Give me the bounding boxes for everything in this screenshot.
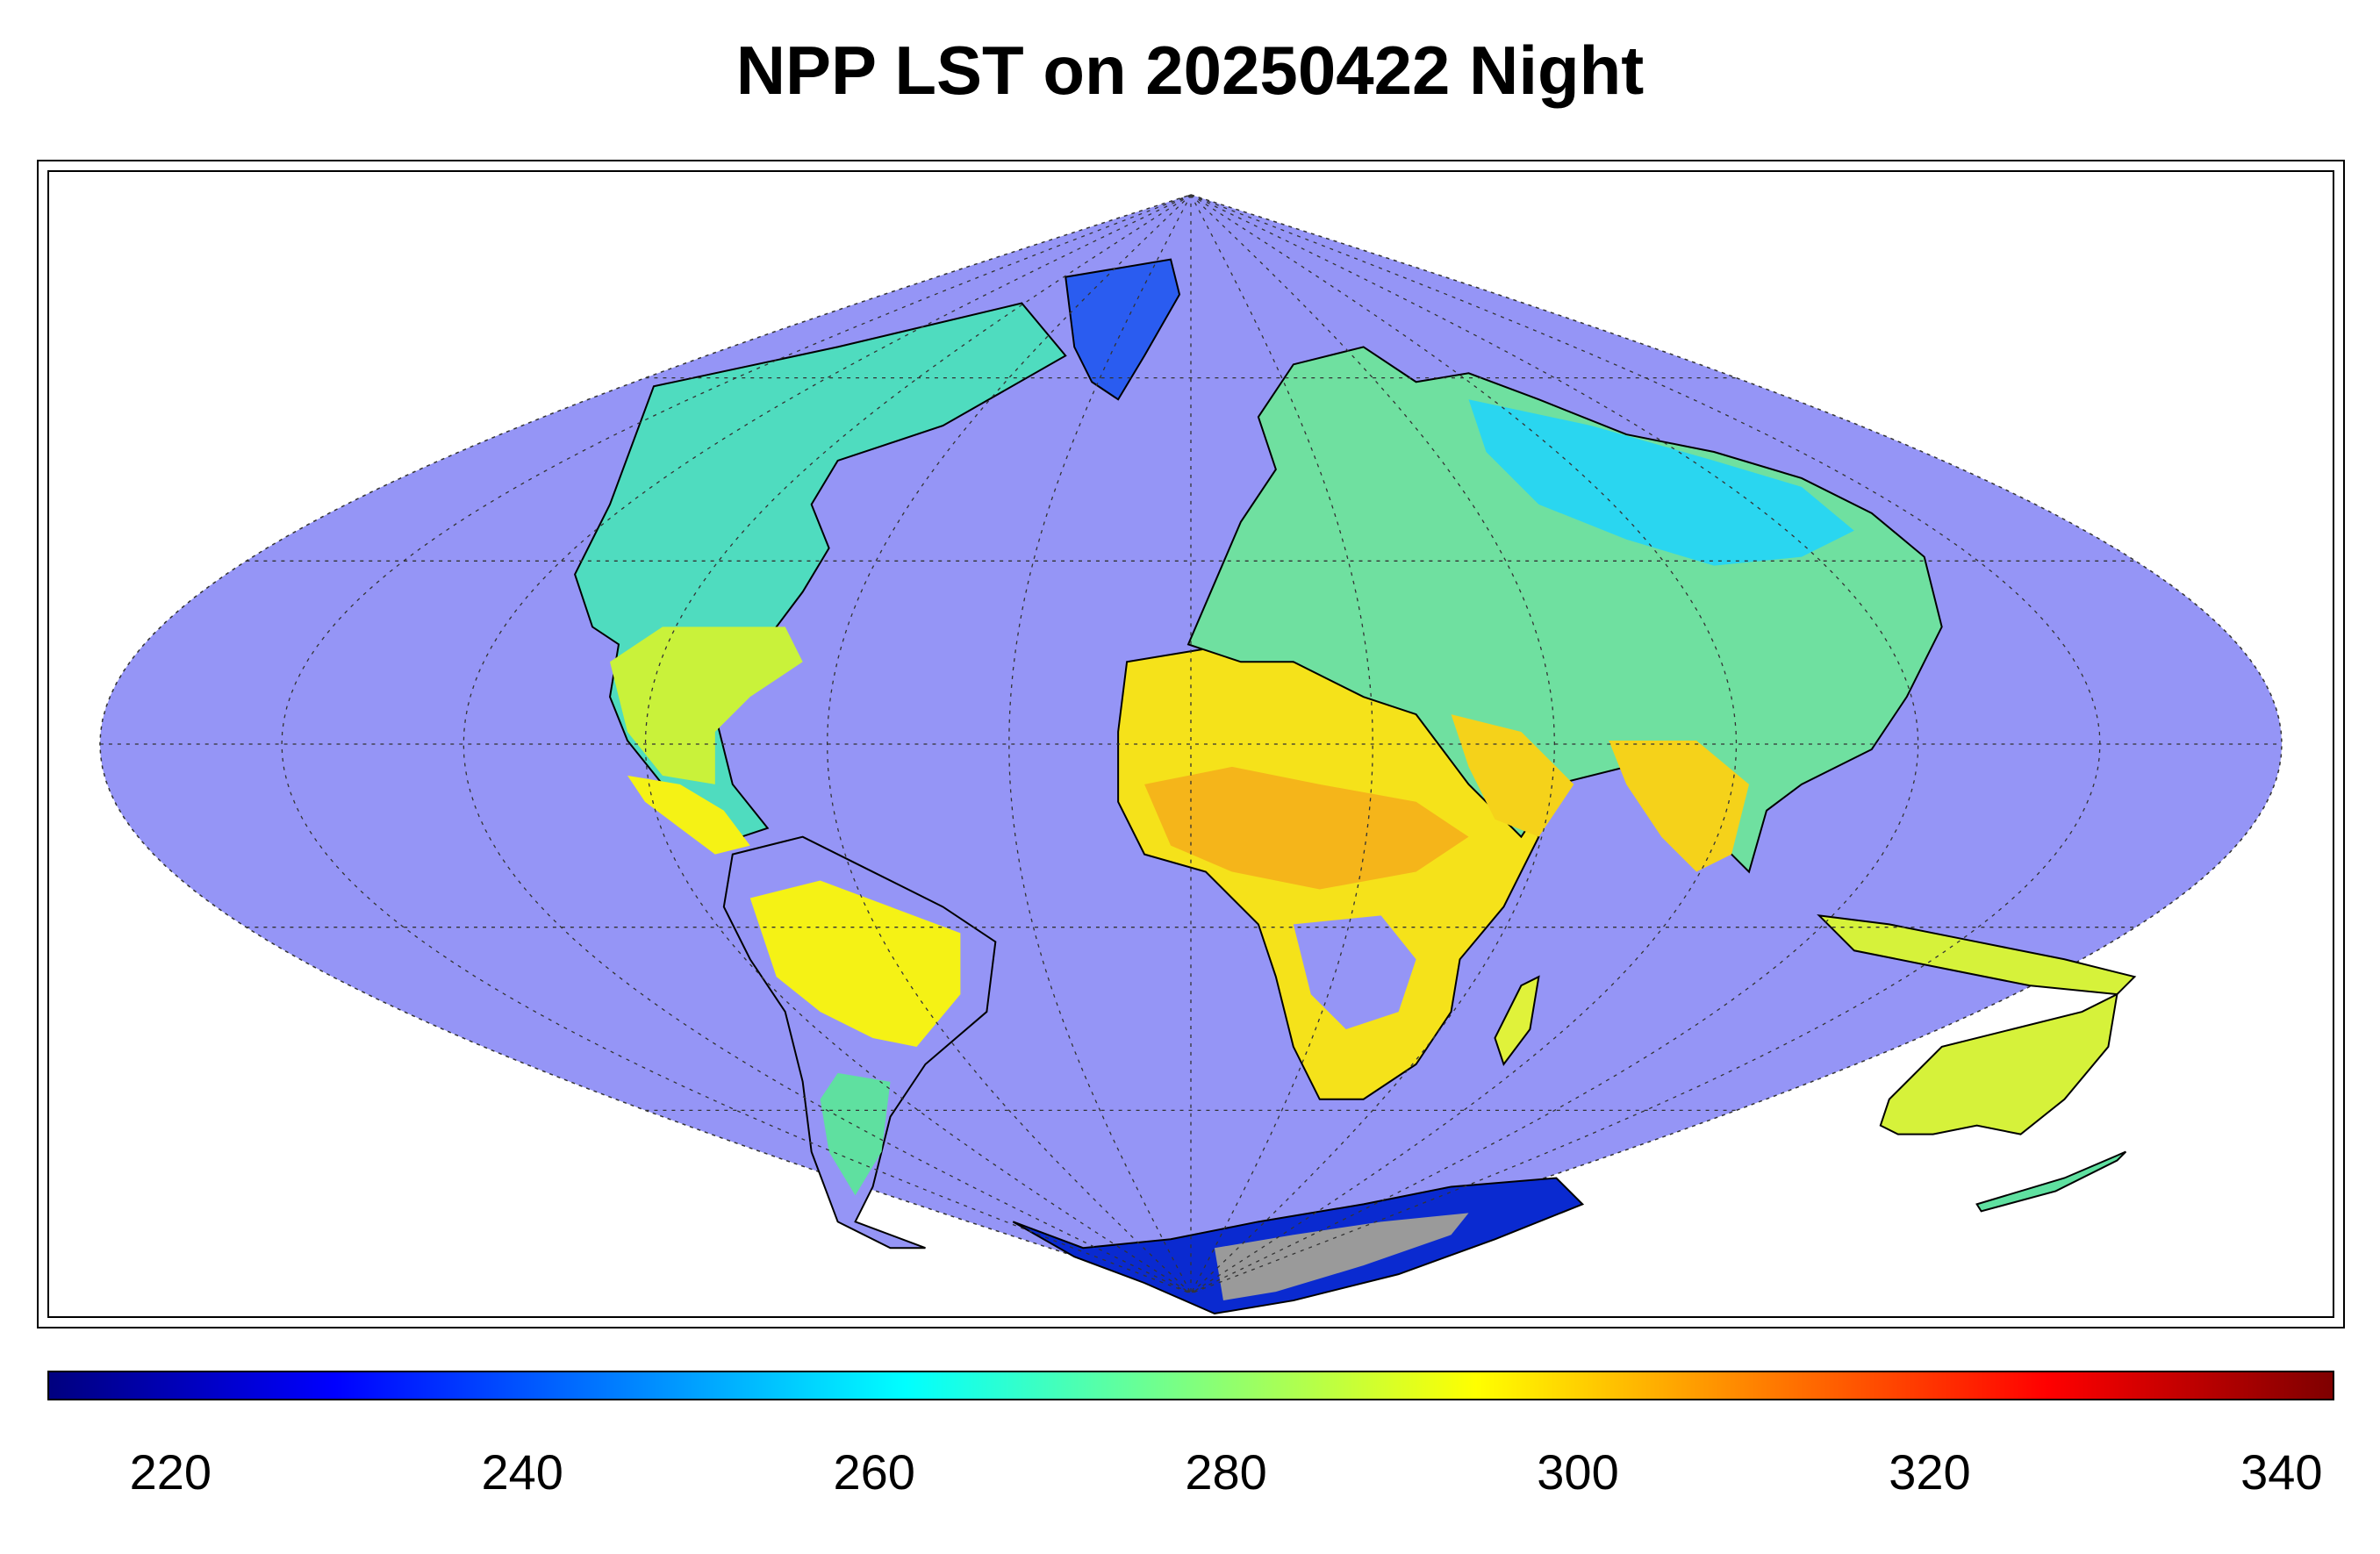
meridian-line	[462, 194, 1192, 1294]
colorbar-tick-label: 340	[2240, 1444, 2323, 1500]
land-layer	[574, 258, 2137, 1315]
mexico-warm	[627, 775, 750, 855]
meridian-line	[1190, 194, 1373, 1294]
patagonia-cool	[820, 1072, 891, 1196]
amazon-warm	[749, 880, 961, 1047]
usa-warm-band	[610, 627, 803, 784]
colorbar-tick-label: 280	[1185, 1444, 1267, 1500]
graticule	[99, 194, 2283, 1294]
siberia-cool	[1468, 399, 1854, 566]
colorbar	[47, 1371, 2334, 1400]
sahara-hot	[1144, 766, 1469, 890]
colorbar-tick-label: 220	[129, 1444, 212, 1500]
madagascar-land	[1494, 975, 1540, 1067]
colorbar-tick-label: 260	[833, 1444, 915, 1500]
colorbar-tick-label: 240	[481, 1444, 563, 1500]
map-panel	[47, 170, 2334, 1318]
meridian-line	[1190, 194, 1556, 1294]
india-warm	[1609, 741, 1750, 872]
central-africa-cool	[1293, 915, 1416, 1030]
sinusoidal-map	[99, 194, 2283, 1315]
meridian-line	[826, 194, 1192, 1294]
map-title: NPP LST on 20250422 Night	[735, 32, 1645, 109]
antarctica-missing-data	[1214, 1213, 1469, 1301]
map-frame	[37, 160, 2345, 1328]
colorbar-tick-label: 300	[1537, 1444, 1619, 1500]
new-zealand-land	[1975, 1150, 2127, 1213]
indonesia-land	[1817, 914, 2137, 996]
meridian-line	[1190, 194, 1919, 1294]
meridian-line	[1008, 194, 1192, 1294]
colorbar-tick-label: 320	[1889, 1444, 1971, 1500]
arabia-warm	[1451, 714, 1574, 837]
australia-land	[1879, 992, 2118, 1135]
